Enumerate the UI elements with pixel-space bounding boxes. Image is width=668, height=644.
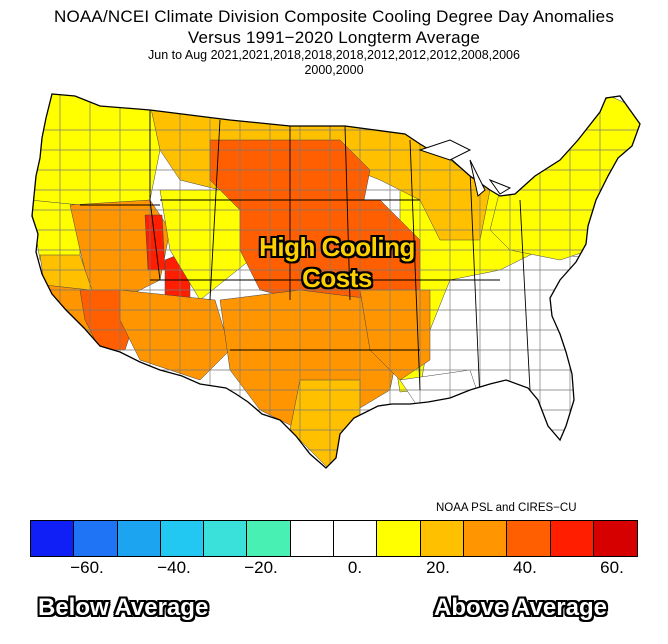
legend-tick: 20.	[426, 558, 450, 577]
great-lakes	[418, 139, 512, 197]
legend-swatch	[290, 521, 335, 556]
map-title-block: NOAA/NCEI Climate Division Composite Coo…	[0, 6, 668, 78]
color-legend-bar	[30, 520, 639, 557]
legend-tick-labels: −60. −40. −20. 0. 20. 40. 60.	[30, 558, 642, 580]
legend-swatch	[74, 521, 118, 556]
legend-swatch	[334, 521, 378, 556]
title-line-1: NOAA/NCEI Climate Division Composite Coo…	[53, 7, 615, 26]
legend-swatch	[420, 521, 464, 556]
title-line-3: Jun to Aug 2021,2021,2018,2018,2018,2012…	[148, 48, 520, 62]
below-average-label: Below Average	[38, 594, 209, 621]
legend-swatch	[204, 521, 248, 556]
legend-tick: 0.	[347, 558, 363, 577]
us-climate-division-map	[31, 93, 641, 469]
legend-tick: −20.	[244, 558, 278, 577]
legend-swatch	[31, 521, 75, 556]
legend-swatch	[160, 521, 205, 556]
title-line-2: Versus 1991−2020 Longterm Average	[187, 28, 481, 47]
data-credit: NOAA PSL and CIRES−CU	[436, 502, 577, 514]
region-northeast	[489, 95, 640, 261]
high-cooling-costs-label: High Cooling Costs	[259, 232, 415, 293]
legend-tick: 60.	[600, 558, 624, 577]
legend-swatch	[247, 521, 291, 556]
title-line-4: 2000,2000	[304, 63, 364, 77]
state-boundary-lines	[80, 110, 531, 401]
region-texas-coast	[289, 379, 361, 468]
legend-tick: −60.	[70, 558, 104, 577]
region-new-mexico-arizona	[119, 289, 231, 381]
legend-swatch	[550, 521, 594, 556]
legend-swatch	[507, 521, 551, 556]
legend-tick: −40.	[157, 558, 191, 577]
legend-tick: 40.	[513, 558, 537, 577]
legend-swatch	[593, 521, 638, 556]
above-average-label: Above Average	[434, 594, 607, 621]
legend-swatch	[463, 521, 508, 556]
legend-swatch	[377, 521, 421, 556]
legend-swatch	[117, 521, 161, 556]
